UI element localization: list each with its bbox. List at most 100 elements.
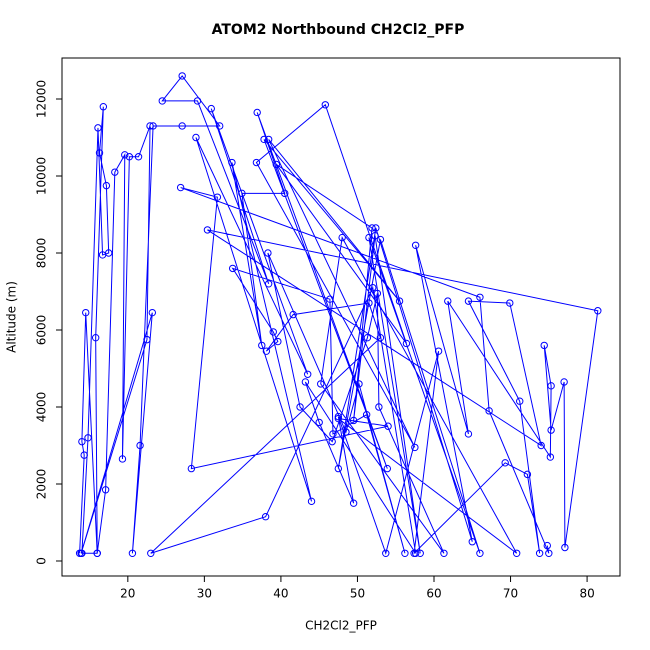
data-point [262, 347, 271, 355]
data-point [384, 422, 392, 430]
data-point [560, 378, 568, 386]
y-tick-label: 12000 [35, 80, 49, 118]
data-point [365, 299, 373, 307]
data-point [411, 549, 420, 557]
data-point [146, 122, 154, 130]
data-point [321, 101, 330, 109]
data-point [128, 549, 137, 557]
x-tick-label: 50 [350, 587, 365, 601]
data-point [547, 426, 555, 434]
data-point [178, 122, 186, 130]
data-point [228, 158, 236, 167]
data-point [264, 280, 273, 288]
data-point [149, 122, 157, 130]
data-point [82, 308, 90, 317]
data-point [512, 549, 521, 557]
x-tick-label: 60 [426, 587, 441, 601]
data-point [328, 437, 336, 446]
data-point [178, 72, 186, 80]
y-tick-label: 0 [35, 557, 49, 565]
plot-frame [61, 57, 621, 577]
chart-title: ATOM2 Northbound CH2Cl2_PFP [212, 22, 465, 38]
data-point [543, 541, 551, 550]
data-point [94, 124, 102, 132]
data-point [261, 513, 270, 521]
data-point [561, 543, 569, 552]
data-point [272, 160, 281, 169]
data-point [77, 549, 85, 557]
data-point [269, 328, 277, 336]
data-point [260, 135, 268, 144]
data-point [111, 168, 119, 176]
data-point [253, 108, 261, 117]
data-point [158, 97, 166, 105]
data-point [207, 104, 215, 113]
x-tick-label: 40 [273, 587, 288, 601]
data-point [301, 378, 310, 386]
data-point [118, 455, 127, 463]
data-point [304, 370, 312, 378]
data-point [95, 149, 104, 157]
data-point [289, 310, 297, 319]
data-point [365, 233, 373, 242]
data-point [545, 549, 553, 557]
data-point [395, 297, 404, 305]
data-point [523, 470, 532, 479]
data-point [537, 441, 545, 450]
data-point [444, 297, 452, 305]
data-point [372, 224, 380, 232]
data-point [342, 428, 350, 436]
data-point [501, 459, 509, 467]
data-point [349, 499, 358, 507]
y-tick-label: 4000 [35, 392, 49, 423]
data-point [125, 153, 134, 161]
x-tick-label: 80 [579, 587, 594, 601]
x-tick-label: 20 [120, 587, 135, 601]
data-point [215, 122, 224, 130]
data-point [134, 153, 143, 161]
data-point [143, 335, 151, 344]
data-point [326, 295, 334, 303]
data-point [93, 549, 101, 557]
series-line [79, 75, 599, 556]
data-point [121, 151, 129, 159]
x-tick-label: 70 [503, 587, 518, 601]
data-point [238, 189, 246, 198]
data-point [296, 403, 304, 411]
data-point [369, 283, 377, 292]
data-point [84, 434, 92, 442]
data-point [468, 538, 476, 546]
data-point [101, 486, 110, 494]
data-point [334, 414, 343, 423]
data-point [329, 430, 337, 438]
data-point [547, 382, 555, 390]
data-point [252, 158, 261, 167]
data-point [176, 183, 185, 192]
data-point [411, 443, 419, 452]
data-point [464, 297, 473, 305]
data-point [264, 249, 272, 257]
data-point [274, 337, 282, 346]
data-point [434, 347, 443, 355]
data-point [373, 289, 382, 298]
data-point [192, 133, 200, 142]
data-point [546, 453, 555, 461]
data-point [78, 437, 86, 446]
data-point [334, 412, 343, 421]
data-point [187, 464, 196, 473]
data-point [362, 410, 371, 419]
data-point [401, 549, 409, 557]
data-point [334, 464, 343, 473]
data-point [228, 264, 237, 273]
data-point [368, 224, 376, 232]
data-point [355, 380, 363, 388]
data-point [193, 97, 202, 105]
data-point [147, 549, 155, 557]
data-point [382, 549, 390, 557]
data-point [349, 416, 358, 425]
data-point [516, 397, 524, 405]
data-point [258, 341, 266, 350]
x-axis-label: CH2Cl2_PFP [305, 619, 377, 633]
